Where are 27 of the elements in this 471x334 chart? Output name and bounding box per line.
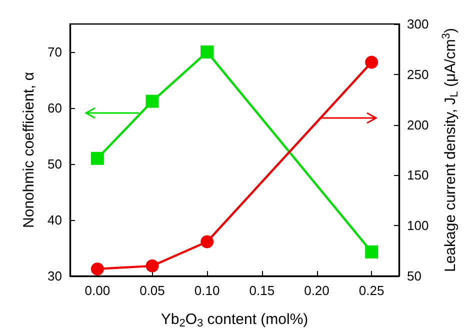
y2-axis-title: Leakage current density, JL (μA/cm3) — [440, 28, 460, 272]
y2-tick-label: 250 — [407, 66, 429, 82]
x-tick-label: 0.00 — [84, 283, 110, 298]
point — [146, 259, 159, 272]
x-tick-label: 0.05 — [140, 283, 165, 298]
point — [365, 56, 378, 69]
point — [365, 245, 378, 258]
x-tick-label: 0.20 — [304, 283, 330, 298]
y2-tick-label: 100 — [407, 218, 429, 234]
y2-tick-label: 50 — [407, 268, 422, 284]
y2-tick-label: 300 — [407, 16, 429, 32]
y-tick-label: 60 — [48, 100, 62, 116]
y-tick-label: 40 — [48, 212, 62, 228]
point — [90, 152, 104, 165]
point — [200, 235, 214, 248]
y2-tick-label: 150 — [407, 168, 429, 183]
x-tick-label: 0.10 — [194, 283, 220, 298]
point — [90, 262, 104, 276]
y-tick-label: 30 — [48, 268, 62, 284]
point — [200, 46, 214, 58]
y-tick-label: 70 — [48, 44, 62, 60]
x-tick-label: 0.25 — [358, 283, 384, 298]
y-tick-label: 50 — [48, 156, 62, 172]
x-tick-label: 0.15 — [249, 283, 275, 298]
point — [146, 94, 159, 108]
y2-tick-label: 200 — [407, 117, 429, 132]
y-axis-title: Nonohmic coefficient, α — [20, 72, 38, 228]
